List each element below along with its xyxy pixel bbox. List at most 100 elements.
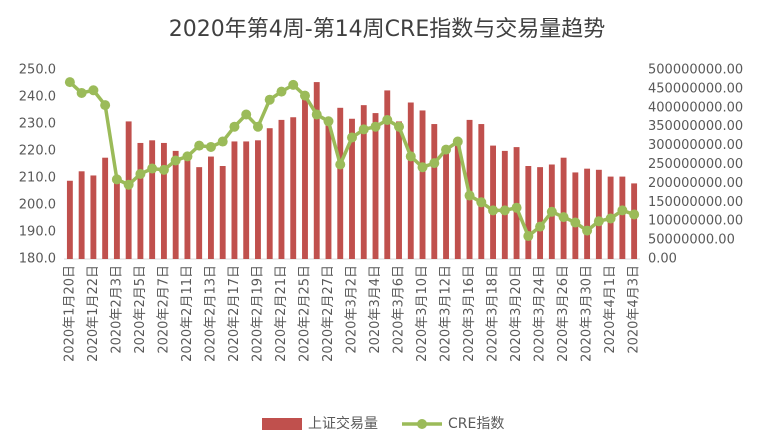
marker: [523, 231, 534, 242]
bar: [196, 167, 203, 259]
bar: [302, 94, 308, 259]
marker: [182, 151, 193, 162]
marker: [299, 90, 310, 101]
y2-tick-label: 100000000.00: [648, 214, 743, 229]
bar: [290, 117, 297, 259]
x-tick-label: 2020年1月20日: [62, 265, 77, 362]
marker: [135, 168, 146, 179]
marker: [429, 158, 440, 169]
x-tick-label: 2020年2月11日: [180, 265, 195, 362]
y2-tick-label: 450000000.00: [648, 81, 743, 96]
legend-label: CRE指数: [448, 416, 504, 432]
x-tick-label: 2020年3月4日: [368, 265, 383, 354]
bar: [219, 166, 226, 259]
bar: [337, 107, 344, 259]
x-tick-label: 2020年3月24日: [533, 265, 548, 362]
marker: [76, 87, 87, 98]
bar: [160, 142, 167, 259]
bar: [349, 118, 355, 260]
bar: [443, 150, 449, 259]
bar: [113, 178, 120, 259]
marker: [394, 121, 405, 132]
y2-tick-label: 350000000.00: [648, 119, 743, 134]
x-tick-label: 2020年2月3日: [109, 265, 124, 354]
marker: [335, 159, 346, 170]
bar: [478, 124, 485, 259]
bar: [90, 175, 97, 259]
bar: [325, 124, 332, 259]
x-tick-label: 2020年1月22日: [86, 265, 101, 362]
bar: [184, 156, 191, 259]
bar: [255, 140, 261, 259]
y-tick-label: 220.0: [19, 144, 56, 159]
marker: [417, 162, 428, 173]
marker: [605, 213, 616, 224]
marker: [123, 179, 134, 190]
marker: [111, 174, 122, 185]
bar: [78, 171, 85, 259]
bar: [102, 157, 109, 259]
marker: [147, 163, 158, 174]
bar: [278, 119, 285, 260]
bar: [66, 180, 73, 259]
marker: [488, 205, 499, 216]
x-tick-label: 2020年2月27日: [321, 265, 336, 362]
y2-tick-label: 0.00: [648, 252, 677, 267]
x-tick-label: 2020年2月5日: [133, 265, 148, 354]
bar: [396, 121, 402, 260]
bar: [501, 150, 508, 259]
bar: [431, 124, 438, 259]
bar: [137, 142, 144, 259]
x-tick-label: 2020年3月18日: [486, 265, 501, 362]
bar: [595, 169, 602, 259]
marker: [88, 85, 99, 96]
y-tick-label: 250.0: [19, 63, 56, 78]
bar: [372, 113, 379, 259]
marker: [382, 114, 393, 125]
legend-swatch: [417, 419, 427, 429]
marker: [629, 209, 640, 220]
y-tick-label: 180.0: [19, 252, 56, 267]
x-tick-label: 2020年3月10日: [415, 265, 430, 362]
marker: [252, 121, 263, 132]
marker: [441, 144, 452, 155]
x-tick-label: 2020年3月16日: [462, 265, 477, 362]
marker: [170, 155, 181, 166]
x-tick-label: 2020年2月19日: [250, 265, 265, 362]
chart-title: 2020年第4周-第14周CRE指数与交易量趋势: [169, 17, 605, 42]
marker: [546, 206, 557, 217]
x-tick-label: 2020年4月3日: [627, 265, 642, 354]
bar: [208, 156, 214, 259]
marker: [570, 217, 581, 228]
y-tick-label: 200.0: [19, 198, 56, 213]
bar: [313, 82, 320, 259]
bar: [384, 90, 391, 259]
bar: [537, 167, 544, 259]
bar: [525, 166, 532, 259]
x-tick-label: 2020年3月30日: [580, 265, 595, 362]
marker: [158, 164, 169, 175]
legend-label: 上证交易量: [308, 415, 378, 432]
y2-tick-label: 150000000.00: [648, 195, 743, 210]
x-tick-label: 2020年2月17日: [227, 265, 242, 362]
bar: [172, 150, 179, 259]
x-tick-label: 2020年4月1日: [603, 265, 618, 354]
marker: [288, 79, 299, 90]
marker: [100, 100, 111, 111]
y-tick-label: 240.0: [19, 90, 56, 105]
bar: [619, 176, 626, 259]
y2-tick-label: 50000000.00: [648, 233, 735, 248]
bar: [572, 172, 579, 259]
bar: [149, 140, 156, 259]
marker: [617, 205, 628, 216]
marker: [476, 197, 487, 208]
marker: [229, 121, 240, 132]
x-tick-label: 2020年2月13日: [203, 265, 218, 362]
x-tick-label: 2020年2月21日: [274, 265, 289, 362]
marker: [511, 202, 522, 213]
y-tick-label: 230.0: [19, 117, 56, 132]
y2-tick-label: 250000000.00: [648, 157, 743, 172]
marker: [276, 86, 287, 97]
bar: [631, 183, 638, 259]
